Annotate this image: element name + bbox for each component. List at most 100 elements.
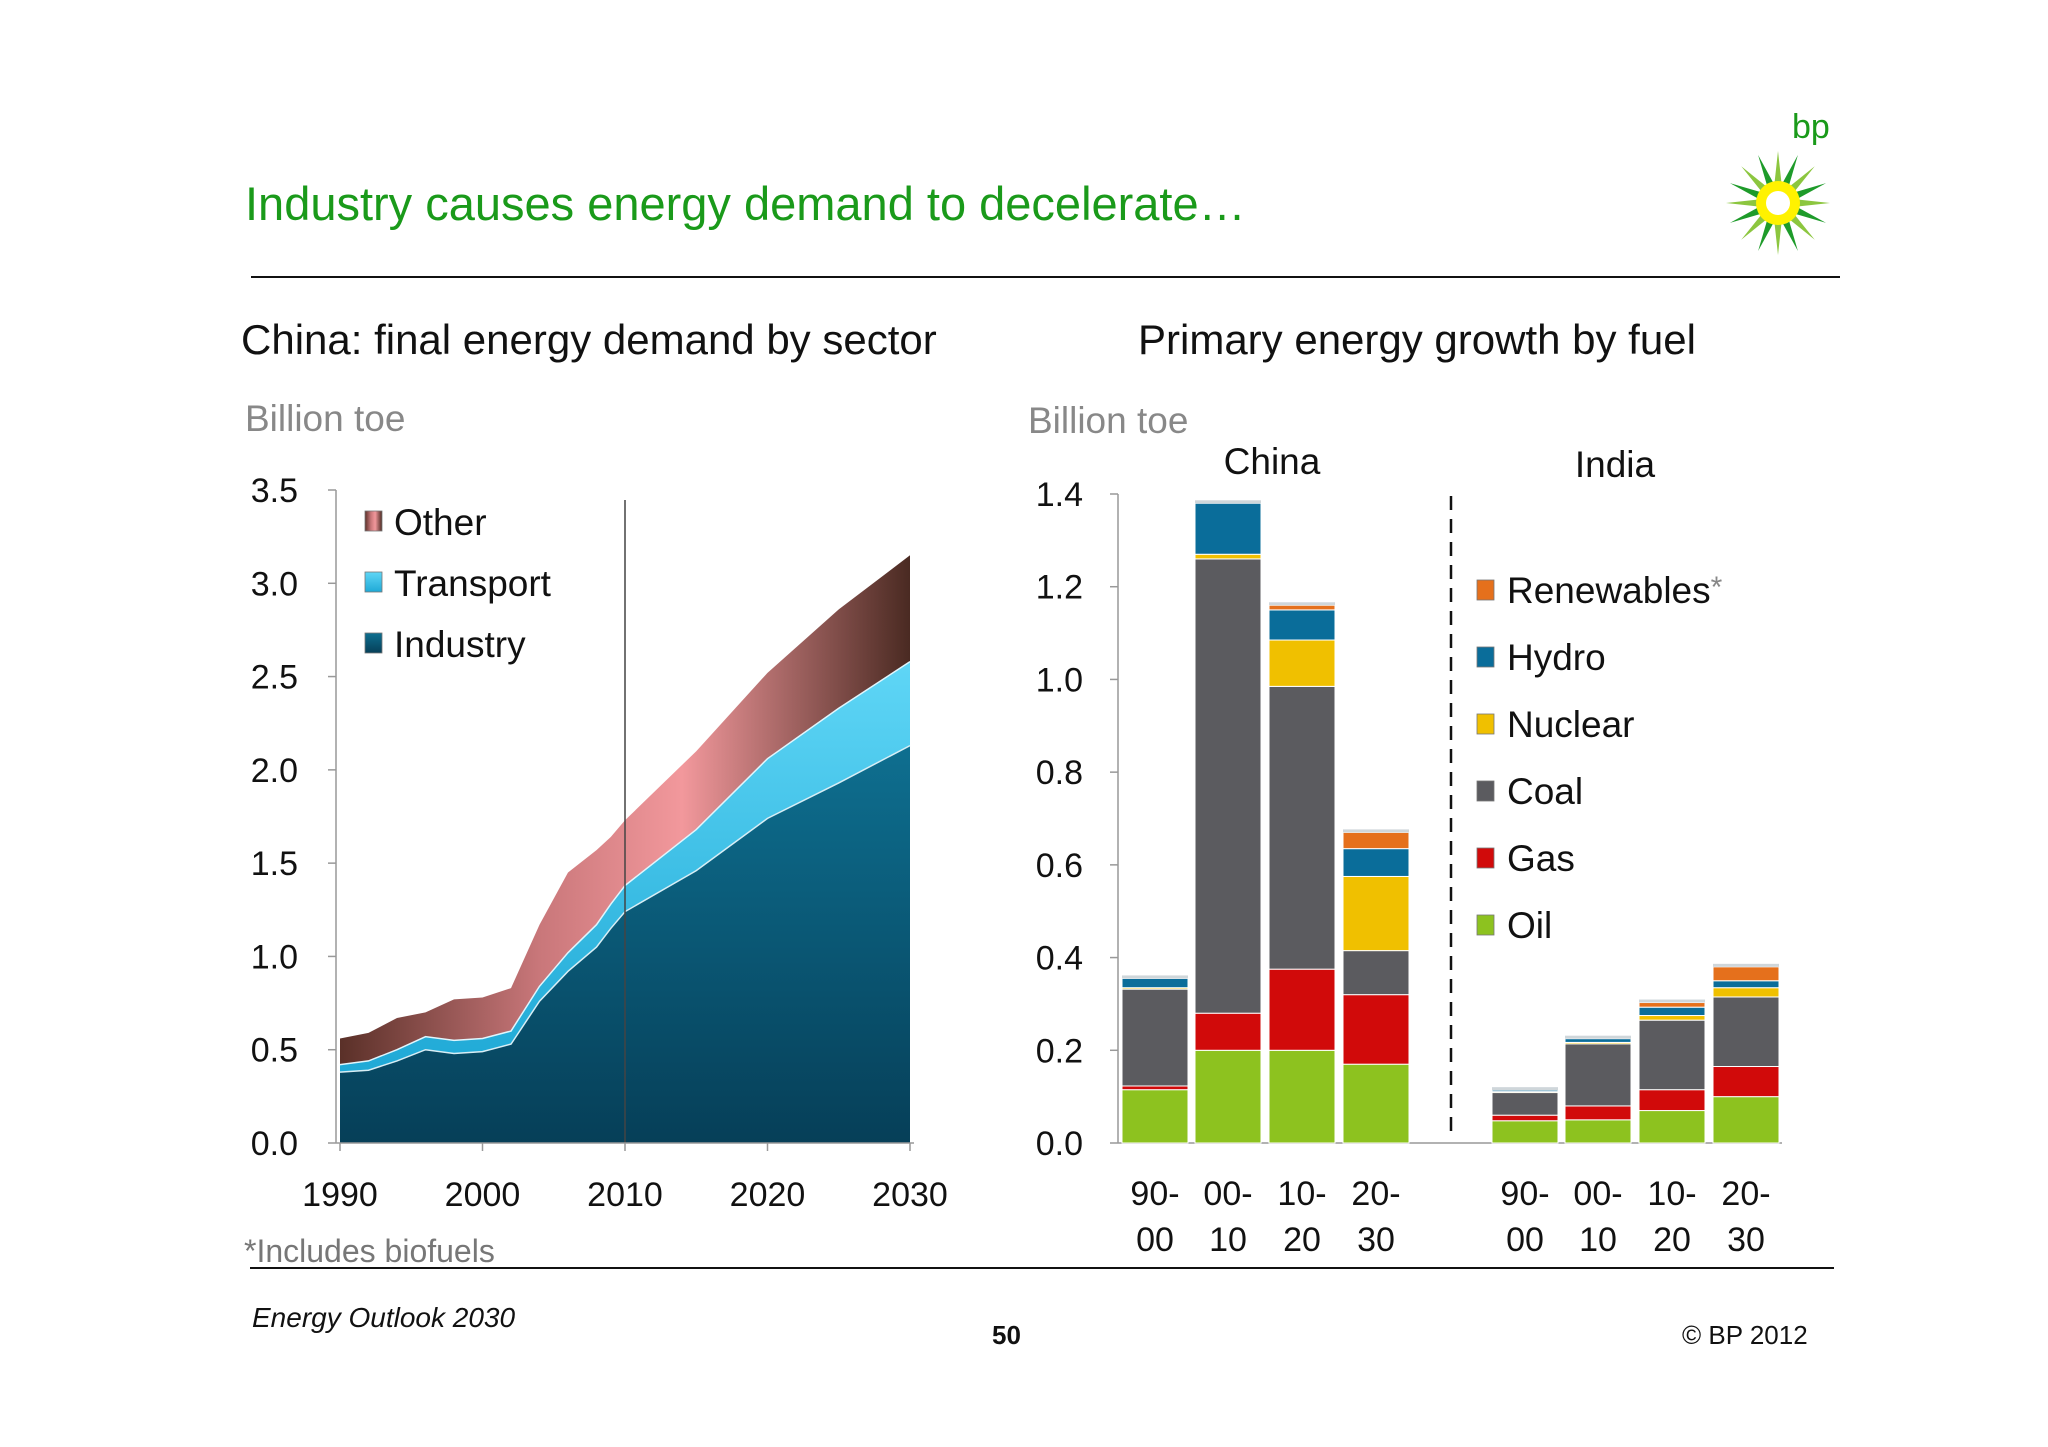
bar-segment-china-nuclear xyxy=(1342,875,1410,952)
legend-label: Coal xyxy=(1507,771,1583,812)
bar-segment-china-oil xyxy=(1268,1049,1336,1144)
bar-cap xyxy=(1565,1035,1631,1039)
x-tick-label-top: 00- xyxy=(1573,1175,1622,1213)
bar-segment-india-gas xyxy=(1491,1114,1559,1122)
bar-segment-china-oil xyxy=(1342,1063,1410,1144)
right-chart: 0.0 0.2 0.4 0.6 0.8 1.0 1.2 1.4 90- 00 00- 10 10- 20 2… xyxy=(1036,441,1782,1259)
right-chart-title: Primary energy growth by fuel xyxy=(1138,316,1696,363)
legend-label: Gas xyxy=(1507,838,1575,879)
y-tick-label: 1.2 xyxy=(1036,569,1083,607)
y-tick-label: 0.0 xyxy=(251,1125,298,1163)
y-tick-label: 0.5 xyxy=(251,1032,298,1070)
y-tick-label: 2.0 xyxy=(251,752,298,790)
bar-segment-india-hydro xyxy=(1564,1038,1632,1043)
y-tick-label: 0.8 xyxy=(1036,754,1083,792)
bar-segment-india-gas xyxy=(1712,1066,1780,1098)
y-tick-label: 3.0 xyxy=(251,565,298,603)
footer-rule xyxy=(250,1267,1834,1269)
slide-title: Industry causes energy demand to deceler… xyxy=(245,177,1246,230)
x-tick-label: 2000 xyxy=(445,1176,521,1214)
helios-ray xyxy=(1729,183,1762,199)
legend-swatch xyxy=(1476,646,1495,668)
bar-segment-china-hydro xyxy=(1194,502,1262,555)
bar-cap xyxy=(1713,963,1779,967)
y-tick-label: 0.6 xyxy=(1036,847,1083,885)
y-tick-label: 0.0 xyxy=(1036,1125,1083,1163)
x-tick-label-bottom: 00 xyxy=(1506,1221,1544,1259)
bar-cap xyxy=(1343,829,1409,833)
x-tick-label-top: 10- xyxy=(1647,1175,1696,1213)
bar-segment-india-nuclear xyxy=(1638,1015,1706,1021)
bar-segment-india-gas xyxy=(1638,1089,1706,1112)
bar-segment-india-oil xyxy=(1638,1110,1706,1144)
left-chart-title: China: final energy demand by sector xyxy=(241,316,937,363)
page-number: 50 xyxy=(992,1320,1021,1350)
left-chart: 0.0 0.5 1.0 1.5 2.0 2.5 3.0 3.5 1990 2000 2010 2020… xyxy=(251,472,948,1214)
legend-label: Oil xyxy=(1507,905,1552,946)
bar-segment-china-gas xyxy=(1121,1085,1189,1091)
legend-swatch xyxy=(1476,847,1495,869)
helios-ray xyxy=(1774,222,1782,255)
bar-segment-china-oil xyxy=(1194,1049,1262,1144)
x-tick-label-bottom: 30 xyxy=(1727,1221,1765,1259)
bar-segment-china-gas xyxy=(1342,994,1410,1065)
bar-segment-india-nuclear xyxy=(1712,987,1780,998)
legend-swatch xyxy=(1476,780,1495,802)
y-tick-label: 1.5 xyxy=(251,845,298,883)
x-tick-label-bottom: 00 xyxy=(1136,1221,1174,1259)
industry-edge xyxy=(339,744,911,1073)
helios-icon xyxy=(1726,151,1830,255)
legend-swatch xyxy=(364,571,383,593)
y-tick-label: 0.4 xyxy=(1036,940,1083,978)
right-chart-unit: Billion toe xyxy=(1028,400,1189,441)
bar-segment-china-nuclear xyxy=(1194,553,1262,560)
x-tick-label: 1990 xyxy=(302,1176,378,1214)
bar-segment-india-hydro xyxy=(1712,980,1780,989)
bar-segment-india-hydro xyxy=(1638,1006,1706,1017)
y-tick-label: 2.5 xyxy=(251,659,298,697)
x-tick-label-bottom: 10 xyxy=(1209,1221,1247,1259)
bar-cap xyxy=(1269,602,1335,606)
helios-ray xyxy=(1729,207,1762,223)
x-tick-label-top: 10- xyxy=(1277,1175,1326,1213)
group-label-china: China xyxy=(1224,441,1321,482)
legend-swatch xyxy=(364,632,383,654)
area-transport xyxy=(340,661,910,1073)
helios-ray xyxy=(1758,154,1774,187)
bp-logo: bp xyxy=(1718,108,1838,258)
helios-ray xyxy=(1741,214,1767,240)
header-rule xyxy=(251,276,1840,278)
x-tick-label-top: 20- xyxy=(1721,1175,1770,1213)
area-other xyxy=(340,555,910,1065)
helios-ray xyxy=(1794,183,1827,199)
group-label-india: India xyxy=(1575,444,1656,485)
bar-segment-india-oil xyxy=(1712,1096,1780,1144)
bar-segment-china-gas xyxy=(1194,1012,1262,1051)
x-tick-label-bottom: 20 xyxy=(1653,1221,1691,1259)
helios-ray xyxy=(1741,166,1767,192)
bar-cap xyxy=(1639,999,1705,1003)
x-tick-label: 2020 xyxy=(730,1176,806,1214)
helios-ray xyxy=(1797,199,1830,207)
x-tick-label-bottom: 10 xyxy=(1579,1221,1617,1259)
bar-segment-china-gas xyxy=(1268,968,1336,1051)
footer-source: Energy Outlook 2030 xyxy=(252,1302,516,1333)
legend-label: Transport xyxy=(394,563,552,604)
legend-swatch xyxy=(1476,713,1495,735)
helios-ray xyxy=(1789,166,1815,192)
helios-center xyxy=(1766,191,1790,215)
x-tick-label-top: 20- xyxy=(1351,1175,1400,1213)
footnote: *Includes biofuels xyxy=(244,1233,495,1269)
bar-segment-india-hydro xyxy=(1491,1089,1559,1093)
y-tick-label: 1.4 xyxy=(1036,476,1083,514)
transport-edge xyxy=(339,661,911,1066)
legend-swatch xyxy=(364,510,383,532)
legend-label: Renewables* xyxy=(1507,570,1723,611)
bar-segment-china-hydro xyxy=(1342,848,1410,877)
helios-ray xyxy=(1789,214,1815,240)
legend-swatch xyxy=(1476,579,1495,601)
legend-swatch xyxy=(1476,914,1495,936)
bar-segment-india-coal xyxy=(1491,1091,1559,1116)
legend-label: Hydro xyxy=(1507,637,1606,678)
helios-ray xyxy=(1726,199,1759,207)
